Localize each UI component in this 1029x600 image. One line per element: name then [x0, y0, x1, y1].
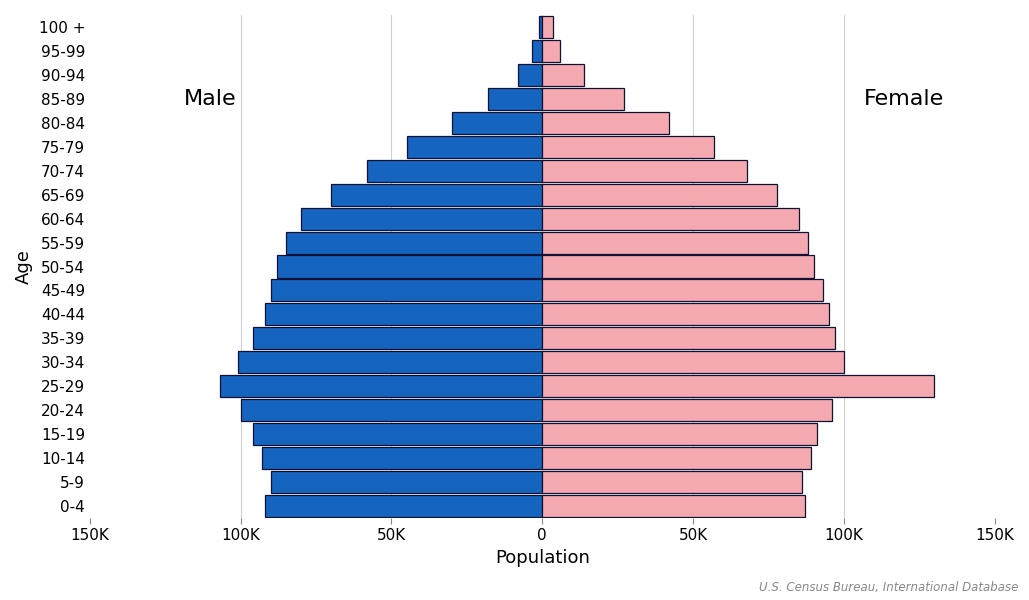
Bar [542, 136, 714, 158]
Bar [539, 16, 542, 38]
Bar [542, 447, 811, 469]
Bar [367, 160, 542, 182]
Bar [264, 495, 542, 517]
Bar [542, 160, 747, 182]
X-axis label: Population: Population [495, 549, 590, 567]
Bar [542, 232, 808, 254]
Bar [519, 64, 542, 86]
Bar [542, 88, 624, 110]
Bar [271, 471, 542, 493]
Bar [261, 447, 542, 469]
Bar [238, 352, 542, 373]
Text: Female: Female [864, 89, 945, 109]
Bar [452, 112, 542, 134]
Bar [331, 184, 542, 206]
Bar [542, 328, 835, 349]
Bar [271, 280, 542, 301]
Bar [301, 208, 542, 230]
Bar [286, 232, 542, 254]
Bar [542, 352, 844, 373]
Bar [542, 304, 828, 325]
Y-axis label: Age: Age [15, 249, 33, 284]
Bar [488, 88, 542, 110]
Bar [542, 471, 802, 493]
Bar [241, 399, 542, 421]
Bar [542, 112, 669, 134]
Bar [542, 40, 561, 62]
Bar [253, 328, 542, 349]
Bar [542, 256, 814, 278]
Bar [542, 399, 831, 421]
Bar [264, 304, 542, 325]
Bar [542, 495, 805, 517]
Bar [542, 423, 817, 445]
Bar [542, 184, 778, 206]
Bar [542, 16, 553, 38]
Bar [532, 40, 542, 62]
Bar [542, 208, 799, 230]
Text: Male: Male [184, 89, 237, 109]
Bar [542, 280, 822, 301]
Bar [253, 423, 542, 445]
Text: U.S. Census Bureau, International Database: U.S. Census Bureau, International Databa… [759, 581, 1019, 594]
Bar [542, 64, 584, 86]
Bar [542, 375, 934, 397]
Bar [219, 375, 542, 397]
Bar [277, 256, 542, 278]
Bar [406, 136, 542, 158]
